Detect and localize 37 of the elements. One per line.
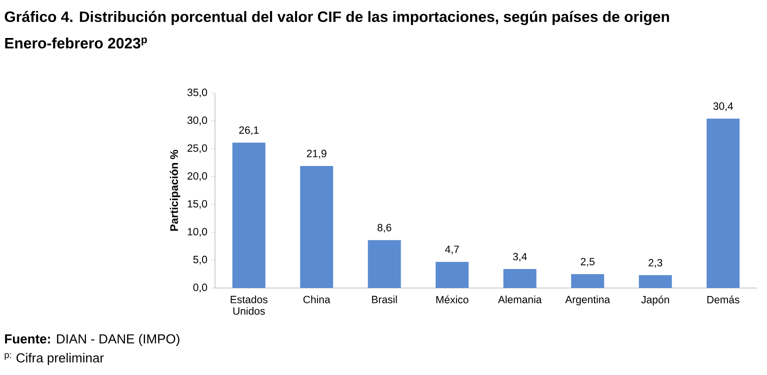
- data-label: 26,1: [239, 126, 259, 136]
- text: Enero-febrero 2023$^{p}$: [5, 37, 147, 49]
- y-tick-label: 5,0: [193, 256, 208, 264]
- y-tick-label: 25,0: [188, 144, 208, 154]
- bar: [638, 275, 672, 288]
- x-tick-label: Estados Unidos: [230, 296, 268, 315]
- y-tick-label: 15,0: [188, 200, 208, 209]
- bar: [300, 166, 334, 288]
- bar: [503, 269, 536, 288]
- data-label: 21,9: [306, 150, 326, 158]
- bar: [232, 142, 266, 288]
- bar: [571, 274, 604, 288]
- bar: [436, 262, 469, 288]
- data-label: 30,4: [713, 102, 734, 112]
- y-tick-label: 20,0: [188, 172, 208, 181]
- data-label: 8,6: [378, 224, 392, 233]
- text: $^{p:}$ Cifra preliminar: [4, 352, 104, 366]
- chart-title: Gráfico 4. Distribución porcentual del valor CIF de las importaciones, según países de origen: [4, 10, 669, 26]
- bar: [368, 240, 401, 288]
- y-tick-label: 10,0: [188, 228, 208, 237]
- data-label: 3,4: [512, 252, 527, 262]
- x-tick-label: Japón: [641, 296, 669, 306]
- x-tick-label: Argentina: [565, 296, 610, 306]
- bar: [706, 118, 740, 288]
- x-tick-label: Demás: [707, 296, 740, 304]
- y-tick-label: 0,0: [193, 284, 208, 292]
- data-label: 2,3: [648, 258, 662, 268]
- x-tick-label: Alemania: [498, 296, 542, 304]
- x-tick-label: China: [303, 296, 330, 304]
- y-tick-label: 30,0: [187, 116, 208, 126]
- y-axis-title: Participación %: [170, 150, 180, 231]
- data-label: 2,5: [580, 258, 594, 267]
- text: Fuente: DIAN - DANE (IMPO): [5, 334, 180, 346]
- y-tick-label: 35,0: [187, 88, 208, 98]
- x-tick-label: Brasil: [372, 296, 397, 304]
- x-tick-label: México: [436, 296, 468, 304]
- data-label: 4,7: [445, 246, 459, 254]
